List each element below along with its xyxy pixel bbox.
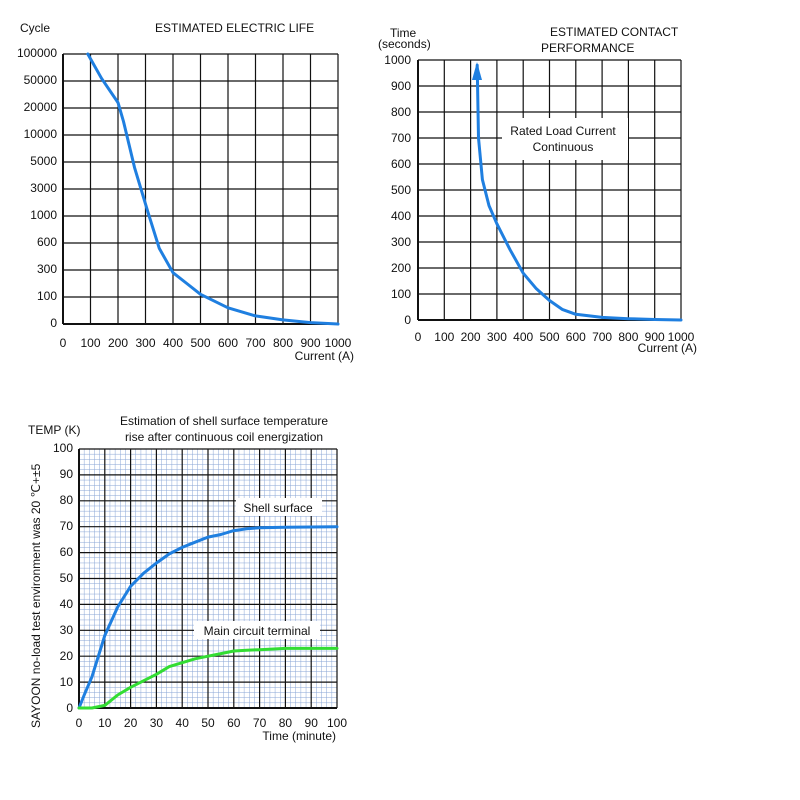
chart1-series-line: [86, 52, 340, 326]
chart2-x-tick: 700: [592, 330, 612, 344]
chart2-x-tick: 600: [566, 330, 586, 344]
chart3-x-tick: 70: [253, 716, 267, 730]
chart1-title: ESTIMATED ELECTRIC LIFE: [155, 21, 314, 35]
chart2-annotation-box: [502, 118, 628, 160]
chart1-x-tick: 800: [273, 336, 293, 350]
chart3-y-tick: 0: [66, 701, 73, 715]
chart3-y-tick: 70: [60, 519, 74, 533]
chart2-annotation: Rated Load Current: [510, 124, 616, 138]
chart3-y-tick: 80: [60, 493, 74, 507]
chart3-grid: [78, 448, 338, 709]
chart2-y-tick: 0: [404, 313, 411, 327]
chart2-series-line: [475, 63, 683, 322]
chart1-y-tick: 300: [37, 262, 57, 276]
chart2-y-tick: 800: [391, 105, 411, 119]
chart2-x-tick: 300: [487, 330, 507, 344]
chart2-y-tick: 100: [391, 287, 411, 301]
chart3-y-tick: 40: [60, 597, 74, 611]
chart-electric-life: Cycle ESTIMATED ELECTRIC LIFE 100000 500…: [17, 21, 354, 363]
chart3-side-note: SAYOON no-load test environment was 20 ℃…: [29, 463, 43, 728]
chart1-x-tick: 300: [135, 336, 155, 350]
chart1-x-axis-label: Current (A): [295, 349, 354, 363]
chart2-grid: [417, 59, 682, 321]
chart3-legend-terminal: Main circuit terminal: [204, 624, 311, 638]
chart1-grid: [62, 53, 339, 325]
chart2-y-axis-label: Time: [390, 26, 417, 40]
chart2-y-axis-label-unit: (seconds): [378, 37, 431, 51]
chart3-x-tick: 60: [227, 716, 241, 730]
chart2-x-tick: 500: [539, 330, 559, 344]
chart-contact-performance: Time (seconds) ESTIMATED CONTACT PERFORM…: [378, 25, 697, 355]
chart1-y-tick: 100: [37, 289, 57, 303]
chart3-y-tick: 60: [60, 545, 74, 559]
chart1-y-axis-label: Cycle: [20, 21, 50, 35]
chart3-x-tick: 100: [327, 716, 347, 730]
chart3-x-tick: 80: [279, 716, 293, 730]
chart2-y-tick: 600: [391, 157, 411, 171]
chart1-y-tick: 0: [50, 316, 57, 330]
chart1-y-tick: 100000: [17, 46, 57, 60]
chart2-x-tick: 900: [645, 330, 665, 344]
chart2-x-tick: 100: [434, 330, 454, 344]
chart2-title: ESTIMATED CONTACT: [550, 25, 679, 39]
chart3-legend-box-terminal: [194, 621, 320, 639]
chart3-x-tick: 0: [76, 716, 83, 730]
chart3-y-tick: 50: [60, 571, 74, 585]
chart2-x-tick: 1000: [668, 330, 695, 344]
chart3-title: Estimation of shell surface temperature: [120, 414, 328, 428]
chart1-x-tick: 200: [108, 336, 128, 350]
chart2-y-tick: 1000: [384, 53, 411, 67]
chart3-legend-shell: Shell surface: [243, 501, 313, 515]
chart1-x-tick: 900: [300, 336, 320, 350]
chart2-arrowhead: [472, 62, 482, 80]
chart1-y-tick: 20000: [24, 100, 58, 114]
chart2-title-line2: PERFORMANCE: [541, 41, 634, 55]
chart3-series-terminal-line: [77, 646, 339, 710]
chart3-x-tick: 10: [98, 716, 112, 730]
chart3-y-tick: 100: [53, 441, 73, 455]
chart1-x-tick: 600: [218, 336, 238, 350]
chart1-y-tick: 600: [37, 235, 57, 249]
chart2-x-tick: 800: [618, 330, 638, 344]
chart3-x-axis-label: Time (minute): [262, 729, 336, 743]
chart1-x-tick: 1000: [325, 336, 352, 350]
chart3-series-shell-line: [77, 525, 339, 710]
chart3-x-tick: 30: [150, 716, 164, 730]
chart1-y-tick: 10000: [24, 127, 58, 141]
chart2-y-tick: 200: [391, 261, 411, 275]
chart1-x-tick: 400: [163, 336, 183, 350]
chart3-x-tick: 50: [201, 716, 215, 730]
chart3-y-tick: 20: [60, 649, 74, 663]
chart3-y-tick: 30: [60, 623, 74, 637]
chart1-x-tick: 100: [80, 336, 100, 350]
chart3-title-line2: rise after continuous coil energization: [125, 430, 323, 444]
chart2-x-axis-label: Current (A): [638, 341, 697, 355]
chart1-y-tick: 1000: [30, 208, 57, 222]
chart2-x-tick: 200: [461, 330, 481, 344]
chart2-x-tick: 0: [415, 330, 422, 344]
chart3-y-tick: 10: [60, 675, 74, 689]
chart3-x-tick: 90: [305, 716, 319, 730]
chart1-y-tick: 5000: [30, 154, 57, 168]
chart1-y-tick: 3000: [30, 181, 57, 195]
chart1-y-tick: 50000: [24, 73, 58, 87]
chart2-y-tick: 300: [391, 235, 411, 249]
chart1-x-tick: 500: [190, 336, 210, 350]
chart3-x-tick: 40: [176, 716, 190, 730]
chart3-legend-box-shell: [236, 498, 322, 516]
chart2-x-tick: 400: [513, 330, 533, 344]
chart-temperature-rise: TEMP (K) Estimation of shell surface tem…: [28, 414, 347, 743]
chart2-y-tick: 400: [391, 209, 411, 223]
chart3-x-tick: 20: [124, 716, 138, 730]
chart1-x-tick: 700: [245, 336, 265, 350]
chart2-y-tick: 700: [391, 131, 411, 145]
chart1-x-tick: 0: [60, 336, 67, 350]
chart2-annotation-line2: Continuous: [533, 140, 594, 154]
chart2-y-tick: 900: [391, 79, 411, 93]
chart3-y-axis-label: TEMP (K): [28, 423, 80, 437]
chart2-y-tick: 500: [391, 183, 411, 197]
chart3-y-tick: 90: [60, 467, 74, 481]
